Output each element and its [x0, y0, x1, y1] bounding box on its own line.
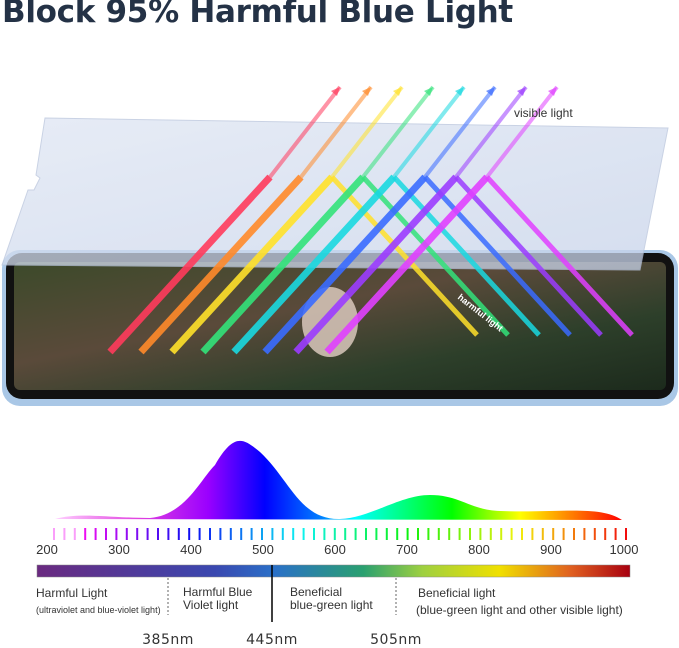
- region-title-harmful-blue-violet: Harmful Blue Violet light: [183, 585, 253, 612]
- region-title-beneficial-light: Beneficial light: [418, 586, 496, 600]
- axis-tick: 600: [324, 542, 346, 557]
- visible-light-label: visible light: [514, 106, 573, 120]
- light-ray: [392, 175, 541, 337]
- arrow-head-icon: [455, 87, 464, 96]
- light-ray: [454, 85, 528, 179]
- light-ray: [485, 175, 634, 337]
- arrow-head-icon: [393, 87, 402, 96]
- region-subtitle-beneficial-light: (blue-green light and other visible ligh…: [416, 603, 623, 617]
- arrow-head-icon: [517, 87, 526, 96]
- boundary-label: 445nm: [246, 632, 298, 648]
- region-subtitle-harmful-light: (ultraviolet and blue-violet light): [36, 605, 161, 615]
- light-ray: [392, 85, 466, 179]
- light-ray: [361, 85, 435, 179]
- light-ray: [423, 85, 497, 179]
- axis-tick: 900: [540, 542, 562, 557]
- axis-tick: 500: [252, 542, 274, 557]
- arrow-head-icon: [331, 87, 340, 96]
- arrow-head-icon: [362, 87, 371, 96]
- light-ray: [324, 174, 490, 355]
- spectrum-tick-marks: [53, 528, 627, 540]
- axis-tick: 800: [468, 542, 490, 557]
- page-title: Block 95% Harmful Blue Light: [2, 0, 513, 30]
- region-title-harmful-light: Harmful Light: [36, 586, 108, 600]
- light-ray: [169, 174, 335, 355]
- light-ray: [330, 85, 404, 179]
- axis-tick: 700: [396, 542, 418, 557]
- light-ray: [262, 174, 428, 355]
- light-ray: [231, 174, 397, 355]
- screen-protector-glass: [1, 117, 669, 271]
- light-ray: [330, 175, 479, 337]
- arrow-head-icon: [548, 87, 557, 96]
- light-ray: [299, 85, 373, 179]
- axis-tick: 300: [108, 542, 130, 557]
- arrow-head-icon: [424, 87, 433, 96]
- light-ray: [454, 175, 603, 337]
- boundary-label: 505nm: [370, 632, 422, 648]
- arrow-head-icon: [486, 87, 495, 96]
- axis-tick: 1000: [609, 542, 639, 557]
- tablet: [2, 250, 678, 406]
- light-ray: [107, 174, 273, 355]
- axis-tick: 200: [36, 542, 58, 557]
- light-ray: [293, 174, 459, 355]
- boundary-label: 385nm: [142, 632, 194, 648]
- light-ray: [138, 174, 304, 355]
- spectrum-curve: [55, 440, 622, 520]
- region-title-beneficial-blue-green: Beneficial blue-green light: [290, 585, 373, 612]
- light-rays: [107, 85, 634, 355]
- axis-tick: 400: [180, 542, 202, 557]
- light-ray: [200, 174, 366, 355]
- light-ray: [361, 175, 510, 337]
- light-ray: [485, 85, 559, 179]
- light-ray: [268, 85, 342, 179]
- light-ray: [423, 175, 572, 337]
- spectrum-bar: [36, 564, 631, 578]
